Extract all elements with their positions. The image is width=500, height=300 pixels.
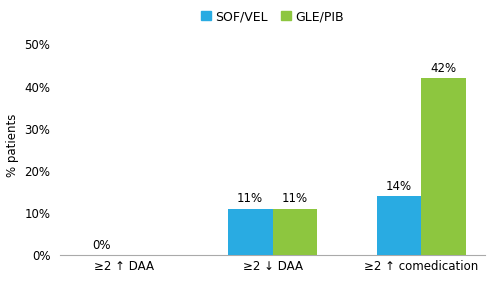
Legend: SOF/VEL, GLE/PIB: SOF/VEL, GLE/PIB [196,5,350,28]
Bar [228,209,272,255]
Bar [376,196,421,255]
Text: 0%: 0% [92,238,111,252]
Bar [421,78,466,255]
Text: 42%: 42% [430,62,456,75]
Text: 11%: 11% [282,192,308,205]
Text: 11%: 11% [237,192,264,205]
Bar [272,209,317,255]
Text: 14%: 14% [386,180,412,193]
Y-axis label: % patients: % patients [6,114,18,177]
